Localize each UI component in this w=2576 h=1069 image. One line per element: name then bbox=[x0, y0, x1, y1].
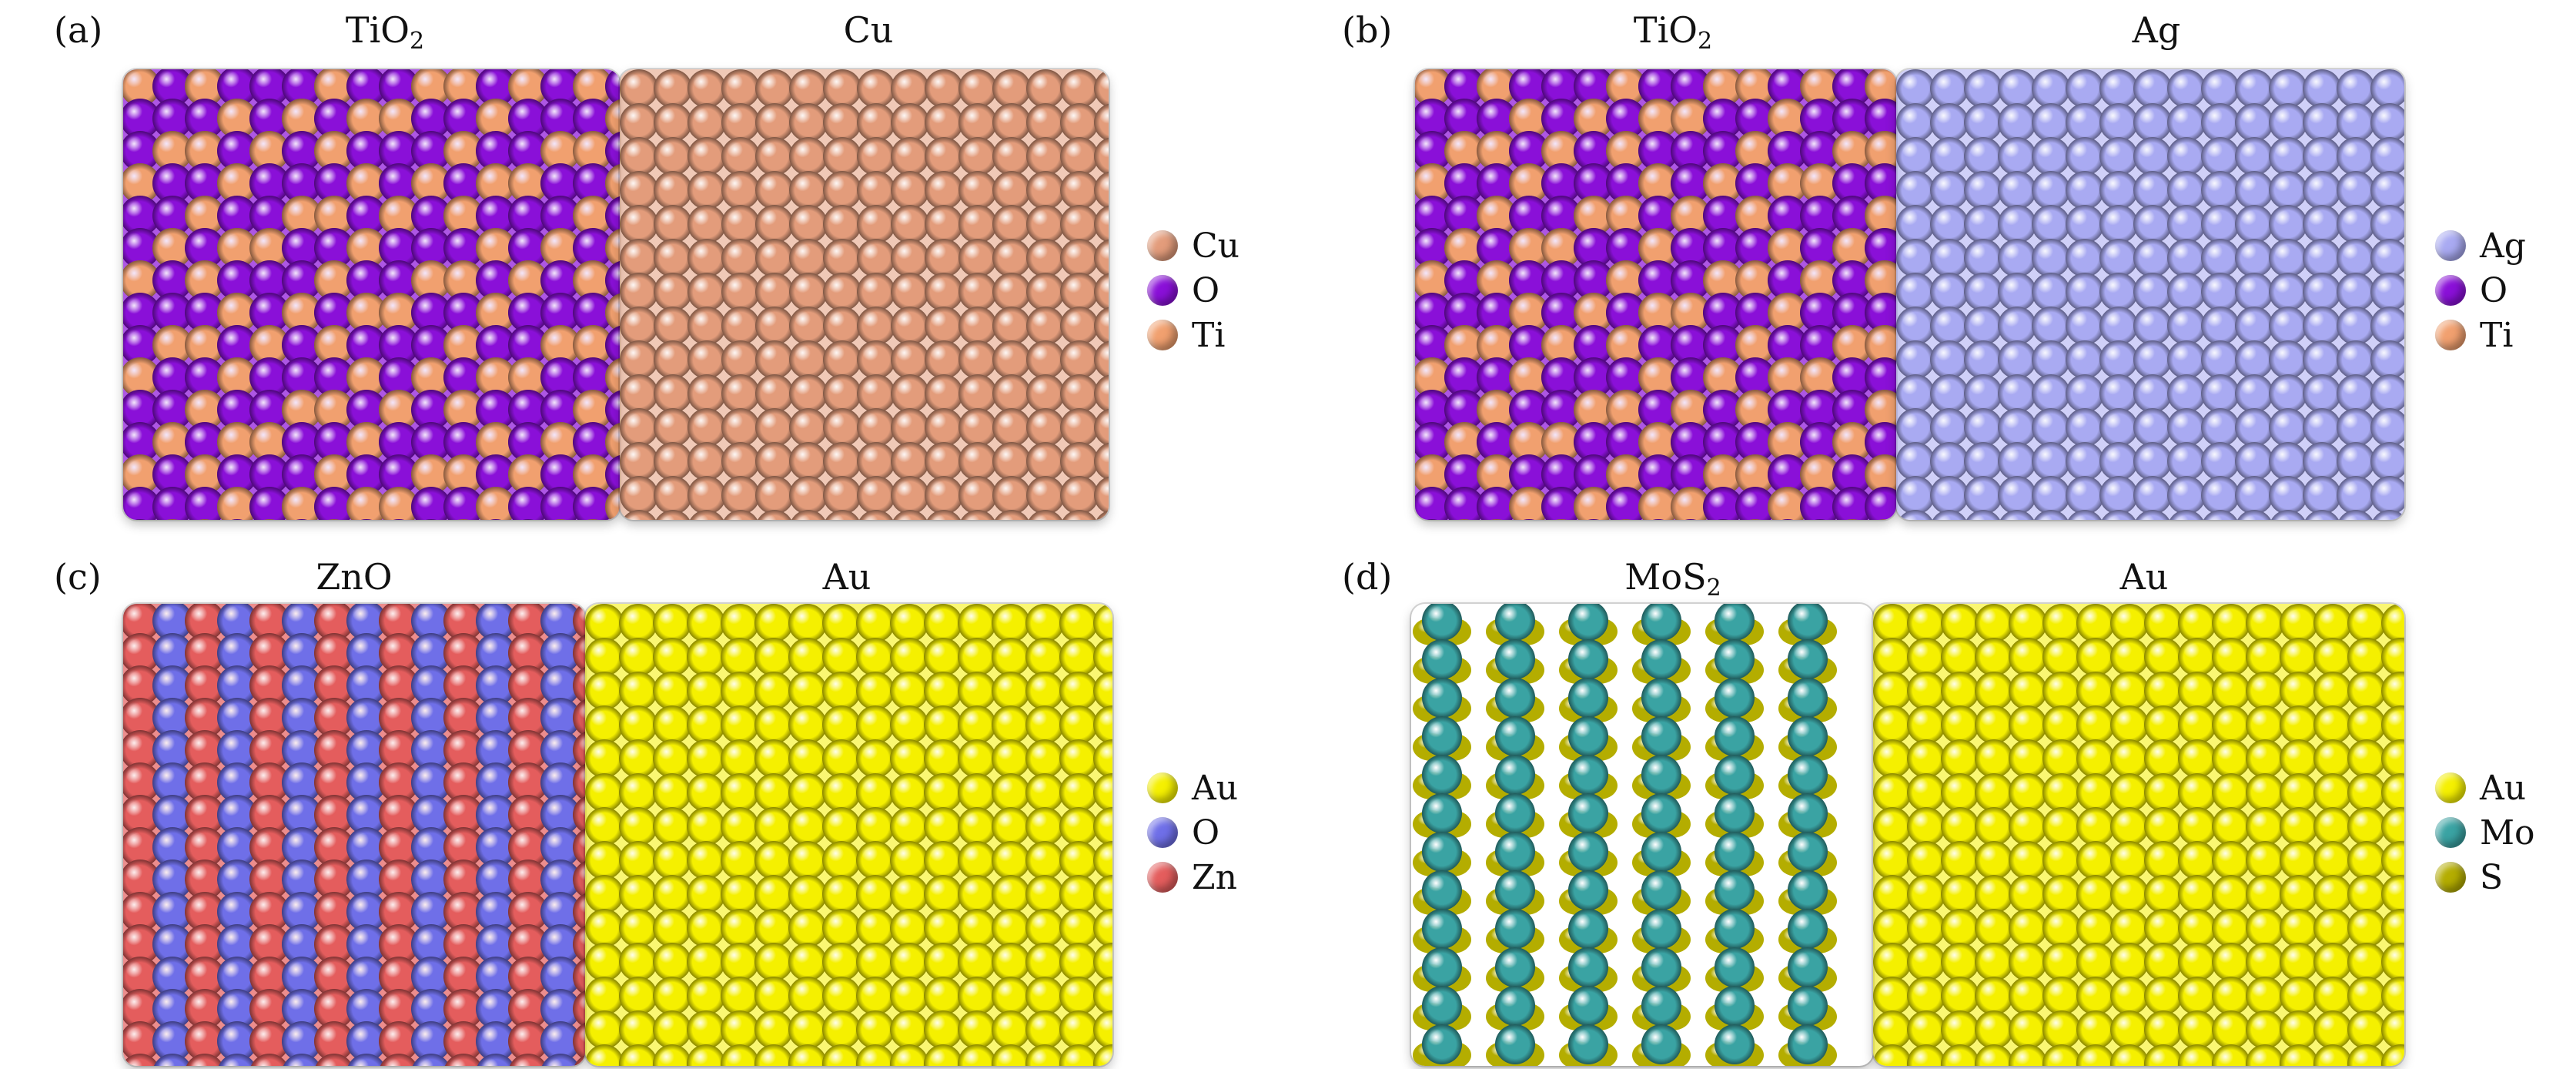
legend-swatch bbox=[1147, 817, 1178, 848]
material-name: Au bbox=[2119, 556, 2169, 598]
legend-label: Mo bbox=[2480, 813, 2535, 853]
legend-swatch bbox=[1147, 230, 1178, 261]
legend-label: Zn bbox=[1192, 857, 1237, 897]
panel-label: (b) bbox=[1342, 9, 1393, 51]
legend-item: O bbox=[1147, 810, 1238, 855]
legend-swatch bbox=[1147, 320, 1178, 350]
substrate-slab bbox=[123, 604, 585, 1066]
left-material-title: TiO2 bbox=[1634, 9, 1712, 55]
legend: Au O Zn bbox=[1147, 766, 1238, 900]
material-name: TiO bbox=[1633, 9, 1698, 51]
legend-label: S bbox=[2480, 857, 2504, 897]
legend-item: O bbox=[2435, 268, 2526, 313]
panel-b: (b) TiO2 Ag Ag O Ti bbox=[1288, 0, 2576, 534]
legend-swatch bbox=[1147, 275, 1178, 306]
legend-item: Cu bbox=[1147, 223, 1239, 268]
legend-item: Ti bbox=[1147, 313, 1239, 357]
material-subscript: 2 bbox=[1698, 28, 1713, 55]
legend-label: Ti bbox=[2480, 315, 2514, 355]
legend-item: S bbox=[2435, 855, 2535, 900]
panel-a: (a) TiO2 Cu Cu O Ti bbox=[0, 0, 1288, 534]
legend-label: O bbox=[2480, 270, 2508, 310]
right-atoms bbox=[1873, 604, 2404, 1066]
legend-item: Au bbox=[1147, 766, 1238, 810]
right-material-title: Au bbox=[823, 556, 871, 598]
material-name: TiO bbox=[345, 9, 410, 51]
metal-slab bbox=[585, 604, 1112, 1066]
legend-label: Au bbox=[2480, 768, 2527, 808]
left-atoms bbox=[1415, 69, 1896, 520]
right-atoms bbox=[620, 69, 1109, 520]
legend-label: O bbox=[1192, 813, 1220, 853]
left-atoms bbox=[123, 69, 620, 520]
panel-label: (c) bbox=[54, 556, 102, 598]
left-material-title: MoS2 bbox=[1624, 556, 1721, 602]
right-atoms bbox=[1896, 69, 2404, 520]
metal-slab bbox=[1873, 604, 2404, 1066]
legend-item: Ag bbox=[2435, 223, 2526, 268]
legend-swatch bbox=[2435, 817, 2466, 848]
material-name: Au bbox=[822, 556, 871, 598]
material-name: MoS bbox=[1624, 556, 1707, 598]
material-name: ZnO bbox=[316, 556, 393, 598]
right-material-title: Au bbox=[2120, 556, 2169, 598]
metal-slab bbox=[1896, 69, 2404, 520]
legend-label: Au bbox=[1192, 768, 1239, 808]
legend-item: Mo bbox=[2435, 810, 2535, 855]
legend-swatch bbox=[2435, 230, 2466, 261]
panel-label: (d) bbox=[1342, 556, 1393, 598]
legend-swatch bbox=[1147, 772, 1178, 803]
material-subscript: 2 bbox=[1706, 575, 1721, 602]
legend: Cu O Ti bbox=[1147, 223, 1239, 357]
legend-swatch bbox=[2435, 275, 2466, 306]
legend-swatch bbox=[1147, 862, 1178, 893]
left-atoms bbox=[123, 604, 585, 1066]
legend-label: O bbox=[1192, 270, 1220, 310]
left-atoms bbox=[1413, 604, 1837, 1066]
legend-label: Ti bbox=[1192, 315, 1226, 355]
metal-slab bbox=[620, 69, 1109, 520]
right-material-title: Cu bbox=[844, 9, 894, 51]
legend-label: Ag bbox=[2480, 226, 2526, 266]
substrate-slab bbox=[1415, 69, 1896, 520]
right-atoms bbox=[585, 604, 1112, 1066]
legend-item: O bbox=[1147, 268, 1239, 313]
legend-item: Ti bbox=[2435, 313, 2526, 357]
legend: Au Mo S bbox=[2435, 766, 2535, 900]
legend-item: Zn bbox=[1147, 855, 1238, 900]
right-material-title: Ag bbox=[2133, 9, 2181, 51]
legend-swatch bbox=[2435, 320, 2466, 350]
left-material-title: ZnO bbox=[316, 556, 392, 598]
substrate-slab bbox=[123, 69, 620, 520]
legend-swatch bbox=[2435, 772, 2466, 803]
legend: Ag O Ti bbox=[2435, 223, 2526, 357]
material-subscript: 2 bbox=[410, 28, 425, 55]
panel-d: (d) MoS2 Au Au Mo S bbox=[1288, 534, 2576, 1069]
left-material-title: TiO2 bbox=[346, 9, 424, 55]
legend-item: Au bbox=[2435, 766, 2535, 810]
legend-swatch bbox=[2435, 862, 2466, 893]
substrate-slab bbox=[1411, 604, 1873, 1066]
legend-label: Cu bbox=[1192, 226, 1240, 266]
material-name: Ag bbox=[2132, 9, 2181, 51]
material-name: Cu bbox=[843, 9, 894, 51]
panel-label: (a) bbox=[54, 9, 103, 51]
panel-c: (c) ZnO Au Au O Zn bbox=[0, 534, 1288, 1069]
